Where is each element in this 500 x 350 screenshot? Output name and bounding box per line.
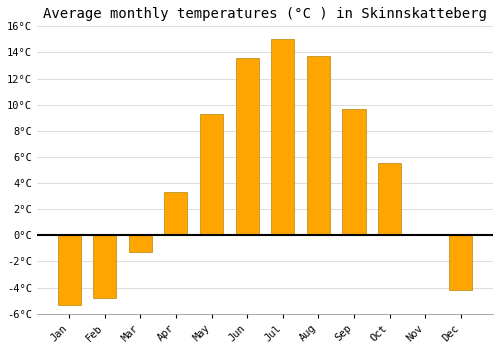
Bar (342, 108, 365, 235)
Bar (128, 235, 152, 252)
Bar (307, 56, 330, 235)
Bar (449, 235, 472, 290)
Bar (271, 39, 294, 235)
Bar (93, 235, 116, 298)
Bar (200, 114, 223, 235)
Bar (58, 235, 80, 304)
Bar (164, 192, 188, 235)
Bar (236, 58, 258, 235)
Bar (378, 163, 401, 235)
Title: Average monthly temperatures (°C ) in Skinnskatteberg: Average monthly temperatures (°C ) in Sk… (43, 7, 487, 21)
